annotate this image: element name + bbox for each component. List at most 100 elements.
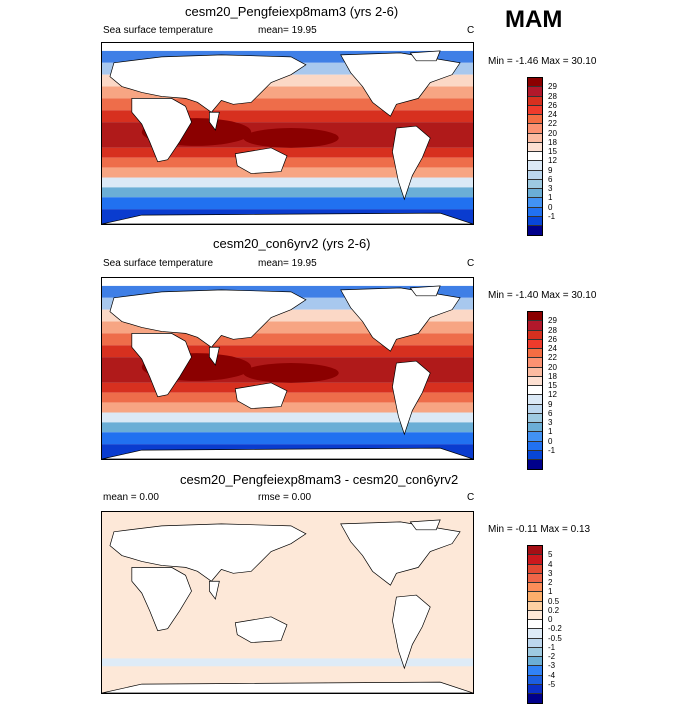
colorbar-swatch <box>528 124 542 134</box>
panel-2-title: cesm20_con6yrv2 (yrs 2-6) <box>213 236 371 251</box>
season-label: MAM <box>505 6 563 33</box>
colorbar-tick-label: 0.2 <box>548 605 560 615</box>
colorbar-tick-label: 5 <box>548 550 553 560</box>
colorbar-swatch <box>528 152 542 162</box>
colorbar-swatch <box>528 321 542 331</box>
colorbar-swatch <box>528 142 542 152</box>
colorbar-swatch <box>528 450 542 460</box>
colorbar-swatch <box>528 413 542 423</box>
colorbar-swatch <box>528 441 542 451</box>
colorbar-swatch <box>528 179 542 189</box>
colorbar-swatch <box>528 78 542 88</box>
colorbar-tick-label: 0 <box>548 202 553 212</box>
colorbar-tick-label: 18 <box>548 137 557 147</box>
colorbar-swatch <box>528 115 542 125</box>
panel-1-variable-label: Sea surface temperature <box>103 25 214 36</box>
panel-1-minmax: Min = -1.46 Max = 30.10 <box>488 56 597 67</box>
colorbar-swatch <box>528 386 542 396</box>
colorbar-tick-label: 12 <box>548 156 557 166</box>
colorbar-swatch <box>528 133 542 143</box>
panel-3-rmse-label: rmse = 0.00 <box>258 492 312 503</box>
panel-2-map <box>101 277 474 460</box>
colorbar-swatch <box>528 620 542 630</box>
panel-2-variable-label: Sea surface temperature <box>103 258 214 269</box>
panel-3-map <box>101 511 474 694</box>
colorbar-tick-label: 0 <box>548 615 553 624</box>
colorbar-tick-label: 1 <box>548 193 553 203</box>
colorbar-swatch <box>528 216 542 226</box>
colorbar-tick-label: 24 <box>548 344 557 353</box>
colorbar-tick-label: 1 <box>548 587 553 597</box>
colorbar-swatch <box>528 207 542 217</box>
colorbar-swatch <box>528 189 542 199</box>
colorbar-swatch <box>528 404 542 414</box>
colorbar-tick-label: 9 <box>548 165 553 175</box>
colorbar-swatch <box>528 610 542 620</box>
panel-3-colorbar <box>527 545 543 704</box>
panel-1-title: cesm20_Pengfeiexp8mam3 (yrs 2-6) <box>185 4 399 19</box>
colorbar-tick-label: -3 <box>548 661 556 671</box>
colorbar-swatch <box>528 330 542 340</box>
colorbar-tick-label: -0.2 <box>548 624 562 634</box>
colorbar-tick-label: 24 <box>548 110 557 119</box>
colorbar-swatch <box>528 170 542 180</box>
colorbar-swatch <box>528 349 542 359</box>
colorbar-tick-label: -1 <box>548 445 556 455</box>
panel-1-unit-label: C <box>467 25 475 36</box>
panel-2-minmax: Min = -1.40 Max = 30.10 <box>488 290 597 301</box>
colorbar-swatch <box>528 647 542 657</box>
colorbar-swatch <box>528 555 542 565</box>
colorbar-swatch <box>528 339 542 349</box>
colorbar-tick-label: 12 <box>548 390 557 400</box>
colorbar-tick-label: -1 <box>548 211 556 221</box>
colorbar-swatch <box>528 96 542 106</box>
panel-3-minmax: Min = -0.11 Max = 0.13 <box>488 524 591 535</box>
colorbar-tick-label: 29 <box>548 82 557 92</box>
colorbar-tick-label: -2 <box>548 652 556 661</box>
colorbar-tick-label: 26 <box>548 100 557 110</box>
colorbar-swatch <box>528 564 542 574</box>
colorbar-swatch <box>528 105 542 115</box>
colorbar-tick-label: 2 <box>548 578 553 587</box>
colorbar-swatch <box>528 657 542 667</box>
colorbar-swatch <box>528 460 542 470</box>
colorbar-tick-label: 3 <box>548 568 553 578</box>
colorbar-tick-label: 20 <box>548 362 557 372</box>
colorbar-tick-label: 28 <box>548 325 557 335</box>
panel-3-mean-label: mean = 0.00 <box>103 492 159 503</box>
colorbar-tick-label: 22 <box>548 353 557 363</box>
panel-3-title: cesm20_Pengfeiexp8mam3 - cesm20_con6yrv2 <box>180 472 459 487</box>
colorbar-swatch <box>528 684 542 694</box>
colorbar-tick-label: 6 <box>548 174 553 184</box>
colorbar-tick-label: -4 <box>548 670 556 680</box>
colorbar-tick-label: 6 <box>548 408 553 418</box>
colorbar-swatch <box>528 358 542 368</box>
colorbar-swatch <box>528 573 542 583</box>
colorbar-swatch <box>528 198 542 208</box>
colorbar-swatch <box>528 161 542 171</box>
colorbar-swatch <box>528 629 542 639</box>
colorbar-tick-label: 0 <box>548 436 553 446</box>
colorbar-swatch <box>528 583 542 593</box>
colorbar-swatch <box>528 423 542 433</box>
colorbar-tick-label: 22 <box>548 119 557 129</box>
panel-1-mean-label: mean= 19.95 <box>258 25 317 36</box>
colorbar-swatch <box>528 675 542 685</box>
colorbar-swatch <box>528 666 542 676</box>
colorbar-tick-label: 3 <box>548 418 553 427</box>
colorbar-tick-label: 9 <box>548 399 553 409</box>
colorbar-swatch <box>528 395 542 405</box>
colorbar-tick-label: 3 <box>548 184 553 193</box>
colorbar-tick-label: -1 <box>548 642 556 652</box>
colorbar-swatch <box>528 226 542 236</box>
colorbar-tick-label: 1 <box>548 427 553 437</box>
colorbar-swatch <box>528 694 542 704</box>
colorbar-tick-label: 15 <box>548 147 557 156</box>
colorbar-tick-label: 28 <box>548 91 557 101</box>
panel-2-colorbar <box>527 311 543 471</box>
colorbar-swatch <box>528 601 542 611</box>
colorbar-tick-label: 18 <box>548 371 557 381</box>
panel-1-colorbar <box>527 77 543 237</box>
panel-1-map <box>101 42 474 225</box>
panel-2-mean-label: mean= 19.95 <box>258 258 317 269</box>
